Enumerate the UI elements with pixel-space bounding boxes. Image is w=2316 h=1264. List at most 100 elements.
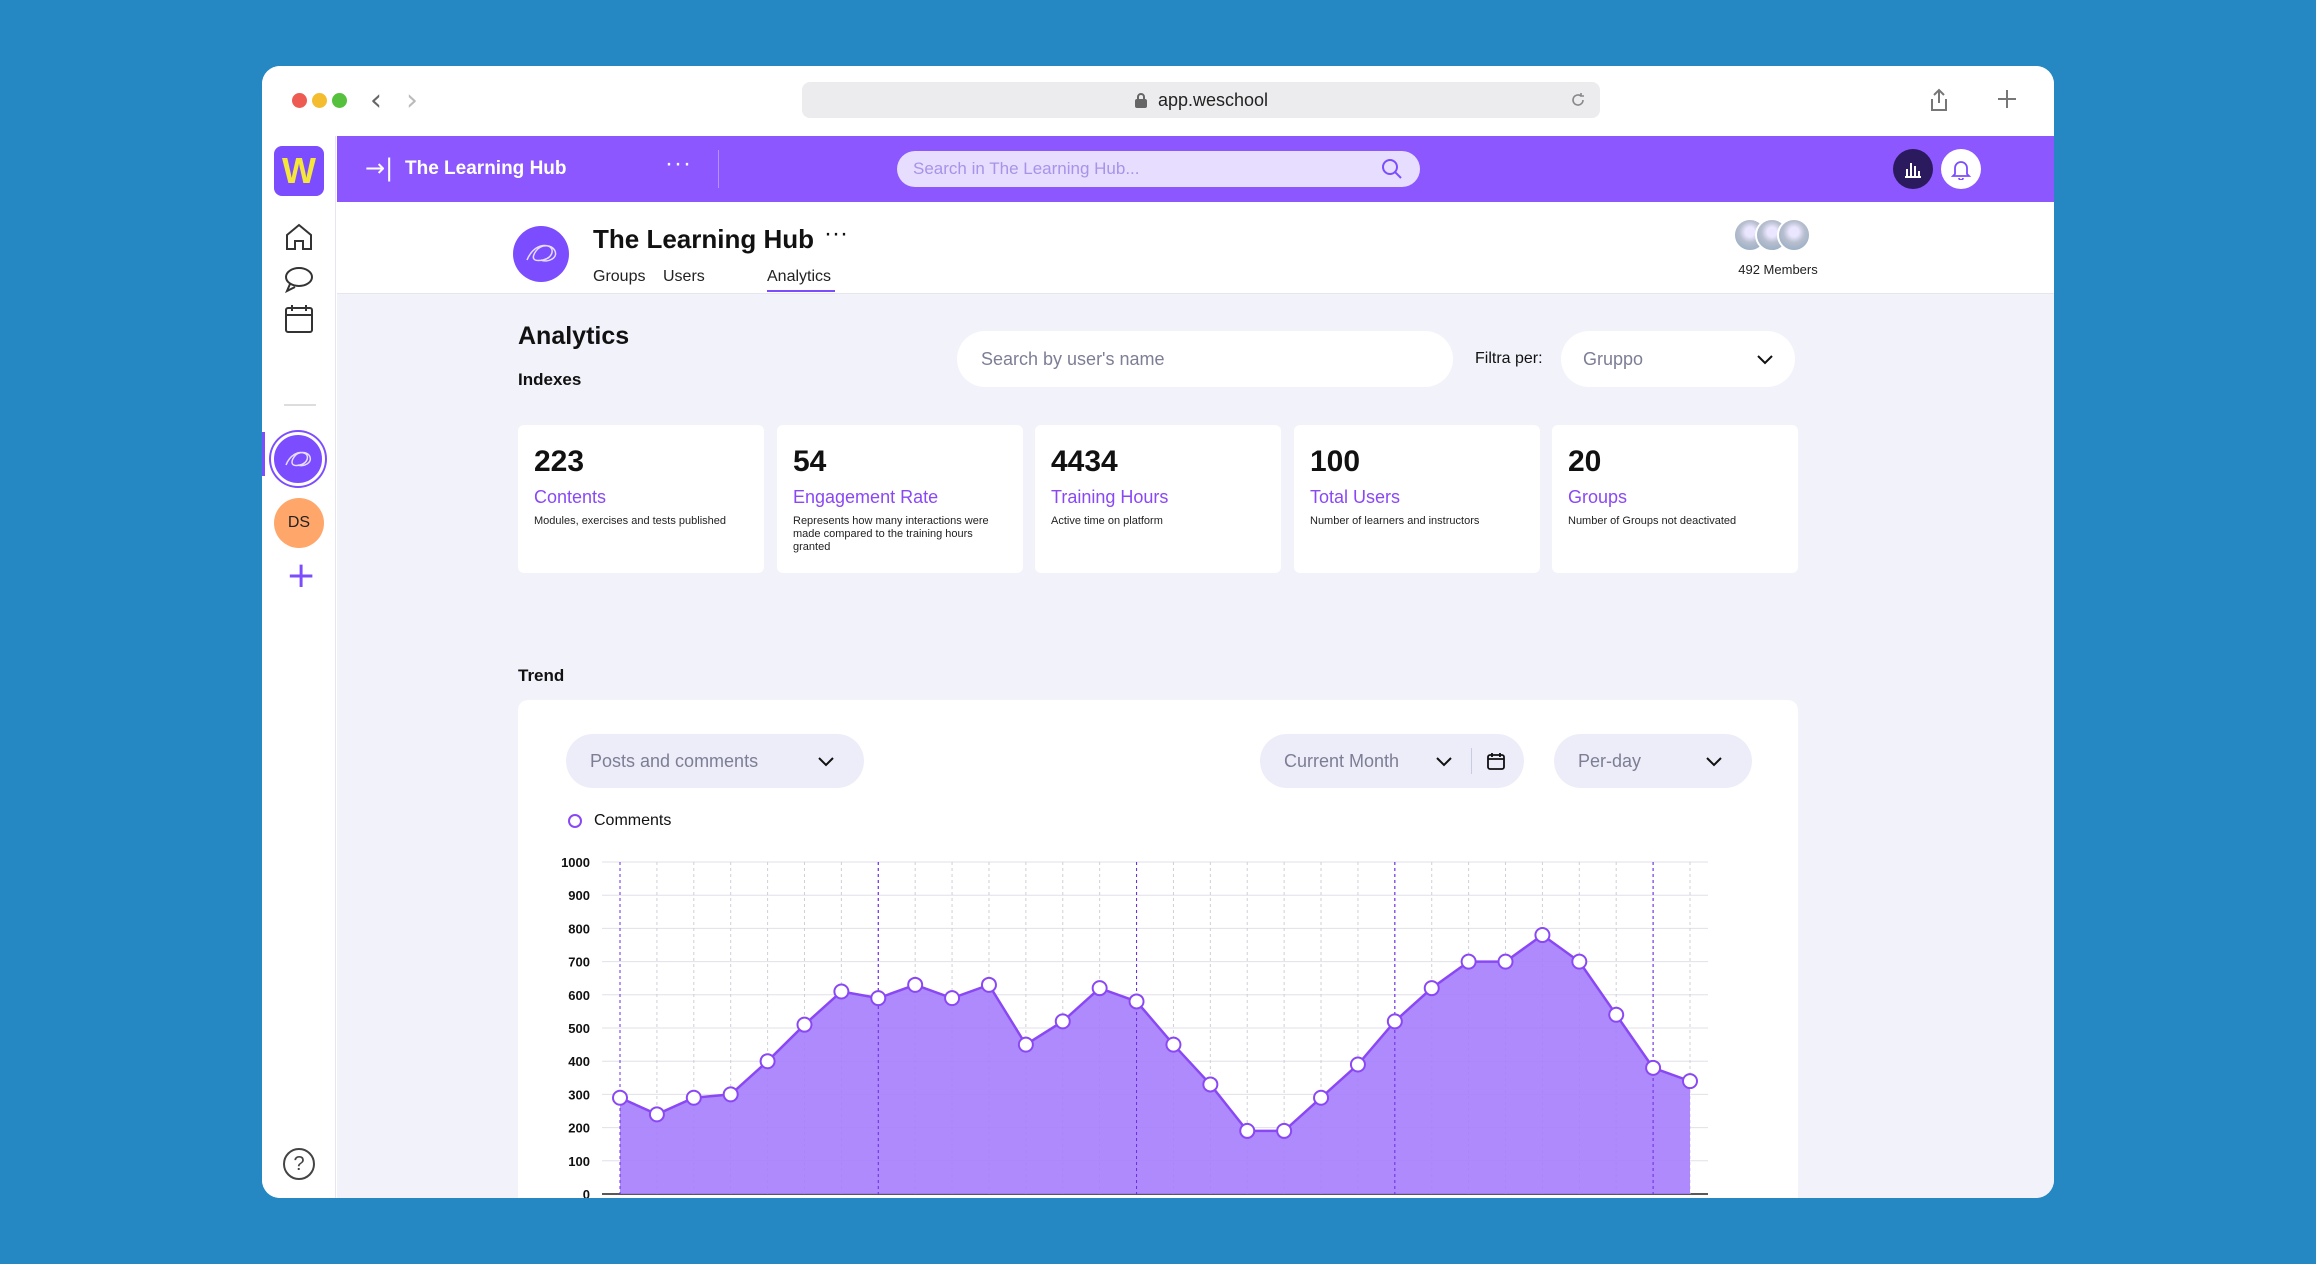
- period-select-value: Current Month: [1284, 750, 1400, 771]
- calendar-icon[interactable]: [1486, 751, 1506, 771]
- help-icon[interactable]: ?: [283, 1148, 315, 1180]
- select-divider: [1471, 748, 1472, 774]
- index-description: Active time on platform: [1051, 515, 1163, 527]
- member-avatar: [1777, 218, 1811, 252]
- address-bar[interactable]: app.weschool: [802, 82, 1600, 118]
- tab-analytics[interactable]: Analytics: [767, 268, 832, 285]
- share-icon[interactable]: [1928, 88, 1950, 112]
- index-card-contents: 223 Contents Modules, exercises and test…: [518, 425, 764, 573]
- index-description: Represents how many interactions were ma…: [793, 515, 989, 553]
- data-point: [1534, 927, 1551, 944]
- index-value: 20: [1568, 445, 1602, 478]
- data-point: [1313, 1089, 1330, 1106]
- new-tab-icon[interactable]: [1996, 88, 2018, 110]
- data-point: [612, 1089, 628, 1106]
- data-point: [1128, 993, 1145, 1010]
- filter-select[interactable]: Gruppo: [1561, 331, 1795, 387]
- scribble-logo-icon: [526, 244, 557, 262]
- data-point: [1571, 953, 1588, 970]
- hub-more-icon[interactable]: ···: [824, 220, 848, 247]
- y-tick-label: 400: [568, 1054, 590, 1069]
- y-tick-label: 500: [568, 1021, 590, 1036]
- data-point: [1682, 1073, 1698, 1090]
- data-point: [1091, 980, 1108, 997]
- space-avatar-ds[interactable]: DS: [274, 498, 324, 548]
- lock-icon: [1134, 93, 1147, 108]
- weschool-logo[interactable]: W: [274, 146, 324, 196]
- data-point: [1239, 1122, 1256, 1139]
- reload-icon[interactable]: [1570, 92, 1586, 108]
- y-tick-label: 300: [568, 1087, 590, 1102]
- chat-icon[interactable]: [282, 262, 316, 296]
- index-description: Number of learners and instructors: [1310, 515, 1480, 527]
- data-point: [1386, 1013, 1403, 1030]
- data-point: [722, 1086, 739, 1103]
- data-point: [1165, 1036, 1182, 1053]
- index-value: 4434: [1051, 445, 1118, 478]
- close-window-button[interactable]: [292, 93, 307, 108]
- search-icon[interactable]: [1379, 156, 1405, 182]
- bar-chart-icon: [1905, 163, 1921, 178]
- analytics-button[interactable]: [1893, 149, 1933, 189]
- calendar-icon[interactable]: [282, 302, 316, 336]
- tab-groups[interactable]: Groups: [593, 268, 646, 285]
- chevron-down-icon: [818, 757, 834, 767]
- chevron-down-icon: [1436, 757, 1452, 767]
- trend-heading: Trend: [518, 666, 565, 685]
- page-title: Analytics: [518, 322, 630, 350]
- data-point: [980, 976, 997, 993]
- data-point: [1645, 1059, 1662, 1076]
- legend-marker: [568, 814, 582, 828]
- trend-chart: 10009008007006005004003002001000Jan 01Ja…: [561, 855, 1708, 1198]
- data-point: [833, 983, 850, 1000]
- granularity-select-value: Per-day: [1578, 750, 1642, 771]
- data-point: [648, 1106, 665, 1123]
- minimize-window-button[interactable]: [312, 93, 327, 108]
- metric-select-value: Posts and comments: [590, 750, 759, 771]
- data-point: [870, 990, 887, 1007]
- add-space-icon[interactable]: +: [286, 555, 317, 596]
- chevron-down-icon: [1706, 757, 1722, 767]
- y-tick-label: 600: [568, 988, 590, 1003]
- hub-search-input[interactable]: [897, 151, 1420, 187]
- index-label: Training Hours: [1051, 487, 1169, 507]
- index-label: Total Users: [1310, 487, 1401, 507]
- data-point: [1054, 1013, 1071, 1030]
- space-avatar-learning-hub[interactable]: [271, 432, 325, 486]
- data-point: [1202, 1076, 1219, 1093]
- period-select[interactable]: Current Month: [1260, 734, 1524, 788]
- forward-icon[interactable]: ›: [406, 83, 418, 118]
- home-icon[interactable]: [282, 220, 316, 254]
- topbar-more-icon[interactable]: ···: [665, 150, 692, 177]
- hub-logo: [513, 226, 569, 282]
- back-icon[interactable]: ‹: [370, 83, 382, 118]
- topbar-divider: [718, 150, 719, 188]
- maximize-window-button[interactable]: [332, 93, 347, 108]
- browser-toolbar: ‹ › app.weschool: [262, 66, 2054, 136]
- data-point: [685, 1089, 702, 1106]
- chart-legend: Comments: [568, 812, 671, 830]
- index-value: 54: [793, 445, 827, 478]
- metric-select[interactable]: Posts and comments: [566, 734, 864, 788]
- data-point: [944, 990, 961, 1007]
- data-point: [759, 1053, 776, 1070]
- scribble-logo-icon: [285, 451, 312, 467]
- data-point: [1608, 1006, 1625, 1023]
- y-tick-label: 1000: [561, 855, 590, 870]
- granularity-select[interactable]: Per-day: [1554, 734, 1752, 788]
- index-card-training-hours: 4434 Training Hours Active time on platf…: [1035, 425, 1281, 573]
- analytics-page: Analytics Filtra per: Gruppo Indexes 223…: [337, 294, 2054, 1198]
- left-rail: W DS + ?: [262, 136, 336, 1198]
- collapse-sidebar-icon[interactable]: →|: [365, 154, 394, 182]
- index-card-total-users: 100 Total Users Number of learners and i…: [1294, 425, 1540, 573]
- tab-users[interactable]: Users: [663, 268, 705, 285]
- user-search-input[interactable]: [957, 331, 1453, 387]
- index-label: Engagement Rate: [793, 487, 939, 507]
- bell-icon: [1950, 161, 1972, 180]
- active-tab-underline: [767, 290, 835, 292]
- series-area-comments: [620, 935, 1690, 1194]
- index-description: Modules, exercises and tests published: [534, 515, 726, 527]
- topbar-hub-name[interactable]: The Learning Hub: [405, 158, 567, 179]
- notifications-button[interactable]: [1941, 149, 1981, 189]
- index-description: Number of Groups not deactivated: [1568, 515, 1737, 527]
